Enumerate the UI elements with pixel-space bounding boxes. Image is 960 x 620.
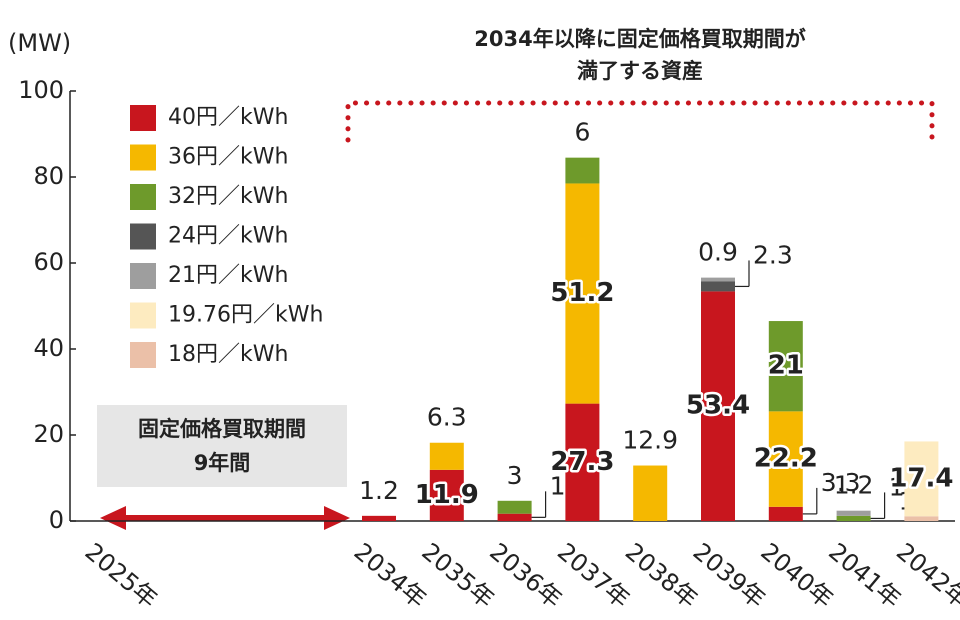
x-tick-label: 2035年 — [416, 538, 499, 614]
y-tick-label: 80 — [33, 162, 64, 190]
legend-swatch — [130, 184, 156, 210]
legend-label: 21円／kWh — [168, 263, 288, 288]
annotation: 2034年以降に固定価格買取期間が — [474, 27, 805, 51]
x-tick-label: 2038年 — [620, 538, 703, 614]
bar-segment — [701, 291, 735, 521]
value-label: 6 — [574, 118, 590, 147]
x-tick-label: 2025年 — [80, 538, 163, 614]
x-tick-label: 2039年 — [688, 538, 771, 614]
bar-segment — [768, 321, 803, 412]
legend-swatch — [130, 105, 156, 131]
y-tick-label: 60 — [33, 248, 64, 276]
bar-segment — [565, 157, 600, 184]
x-tick-label: 2037年 — [552, 538, 635, 614]
x-tick-label: 2036年 — [484, 538, 567, 614]
value-label: 11.9 — [415, 480, 479, 510]
x-tick-label: 2041年 — [823, 538, 906, 614]
legend-label: 40円／kWh — [168, 105, 288, 130]
legend-label: 36円／kWh — [168, 145, 288, 170]
x-tick-label: 2034年 — [349, 538, 432, 614]
bar-segment — [836, 515, 871, 521]
value-label: 3.3 — [821, 468, 861, 497]
bracket — [345, 100, 935, 143]
value-label: 0.9 — [698, 238, 738, 267]
legend-label: 32円／kWh — [168, 184, 288, 209]
value-label: 1.2 — [834, 471, 874, 500]
bar-segment — [701, 277, 735, 282]
bar-segment — [633, 465, 668, 521]
value-label: 51.2 — [550, 278, 614, 308]
bar-segment — [429, 469, 464, 521]
value-label: 27.3 — [550, 447, 614, 477]
bar-segment — [362, 515, 396, 521]
y-tick-label: 20 — [33, 420, 64, 448]
bar-segment — [429, 442, 464, 470]
value-label: 22.2 — [754, 444, 818, 474]
x-tick-label: 2040年 — [755, 538, 838, 614]
bar-segment — [565, 403, 600, 521]
bar-segment — [904, 441, 939, 517]
bar-segment — [904, 516, 939, 521]
value-label: 1.2 — [359, 476, 399, 505]
legend-swatch — [130, 223, 156, 250]
bar-segment — [497, 513, 532, 521]
value-label: 21 — [768, 351, 804, 381]
legend-label: 18円／kWh — [168, 342, 288, 367]
period-arrow — [100, 506, 350, 530]
bar-segment — [701, 281, 735, 292]
y-tick-label: 40 — [33, 334, 64, 362]
value-label: 3 — [507, 461, 523, 490]
y-axis-label: (MW) — [8, 29, 71, 57]
legend-label: 24円／kWh — [168, 224, 288, 249]
legend-swatch — [130, 342, 156, 368]
bar-segment — [836, 510, 871, 516]
x-tick-label: 2042年 — [891, 538, 960, 614]
value-label: 17.4 — [889, 463, 953, 493]
legend-swatch — [130, 302, 156, 329]
bar-segment — [565, 183, 600, 404]
value-label: 6.3 — [427, 403, 467, 432]
period-label: 固定価格買取期間 — [138, 417, 306, 441]
bar-segment — [768, 506, 803, 521]
y-tick-label: 100 — [18, 76, 64, 104]
period-box — [97, 405, 347, 487]
annotation: 満了する資産 — [577, 59, 703, 83]
value-label: 2.3 — [753, 240, 793, 269]
period-label: 9年間 — [194, 451, 251, 475]
value-label: 12.9 — [622, 426, 678, 455]
bar-segment — [768, 411, 803, 507]
legend-swatch — [130, 263, 156, 289]
legend-label: 19.76円／kWh — [168, 303, 323, 328]
bar-segment — [497, 500, 532, 514]
value-label: 53.4 — [686, 391, 750, 421]
legend-swatch — [130, 144, 156, 171]
y-tick-label: 0 — [49, 506, 64, 534]
